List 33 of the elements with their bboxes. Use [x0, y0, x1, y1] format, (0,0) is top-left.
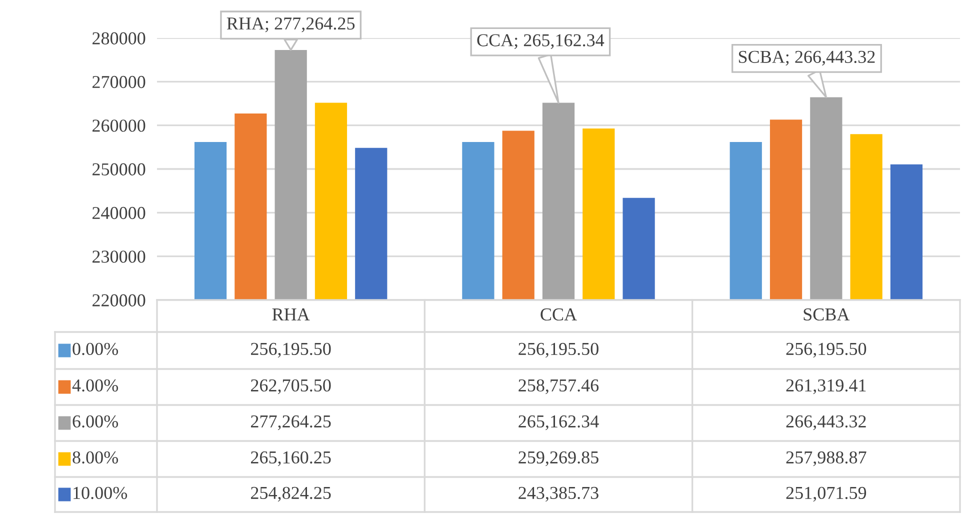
y-tick-label: 270000 [92, 76, 146, 88]
x-tick-label: RHA [272, 308, 310, 320]
data-label: 258,757.46 [518, 379, 599, 394]
data-label: 256,195.50 [251, 342, 331, 358]
y-tick-label: 220000 [92, 294, 146, 306]
data-label: 259,269.85 [518, 451, 598, 466]
data-label: 251,071.59 [786, 486, 866, 502]
data-label: 254,824.25 [251, 486, 331, 502]
data-label: 261,319.41 [786, 379, 866, 394]
annotation: CCA; 265,162.34 [477, 34, 604, 49]
data-label: 265,160.25 [251, 451, 331, 466]
y-tick-label: 280000 [92, 32, 146, 44]
legend-label: 6.00% [72, 415, 118, 428]
data-label: 257,988.87 [786, 451, 866, 466]
data-label: 266,443.32 [786, 415, 866, 430]
y-tick-label: 240000 [92, 206, 146, 220]
legend-label: 8.00% [72, 451, 118, 464]
legend-label: 10.00% [74, 486, 128, 500]
data-label: 256,195.50 [518, 342, 598, 358]
annotation: SCBA; 266,443.32 [738, 50, 875, 66]
legend-label: 0.00% [72, 342, 118, 356]
x-tick-label: SCBA [804, 308, 850, 321]
y-tick-label: 230000 [92, 250, 146, 263]
data-label: 243,385.73 [518, 486, 598, 502]
y-tick-label: 260000 [92, 120, 146, 132]
data-label: 256,195.50 [786, 342, 866, 358]
y-tick-label: 250000 [92, 163, 146, 176]
data-label: 277,264.25 [251, 415, 331, 430]
data-label: 265,162.34 [518, 415, 599, 430]
legend-label: 4.00% [72, 379, 118, 392]
data-label: 262,705.50 [251, 379, 331, 394]
annotation: RHA; 277,264.25 [226, 17, 355, 32]
x-tick-label: CCA [540, 308, 577, 321]
